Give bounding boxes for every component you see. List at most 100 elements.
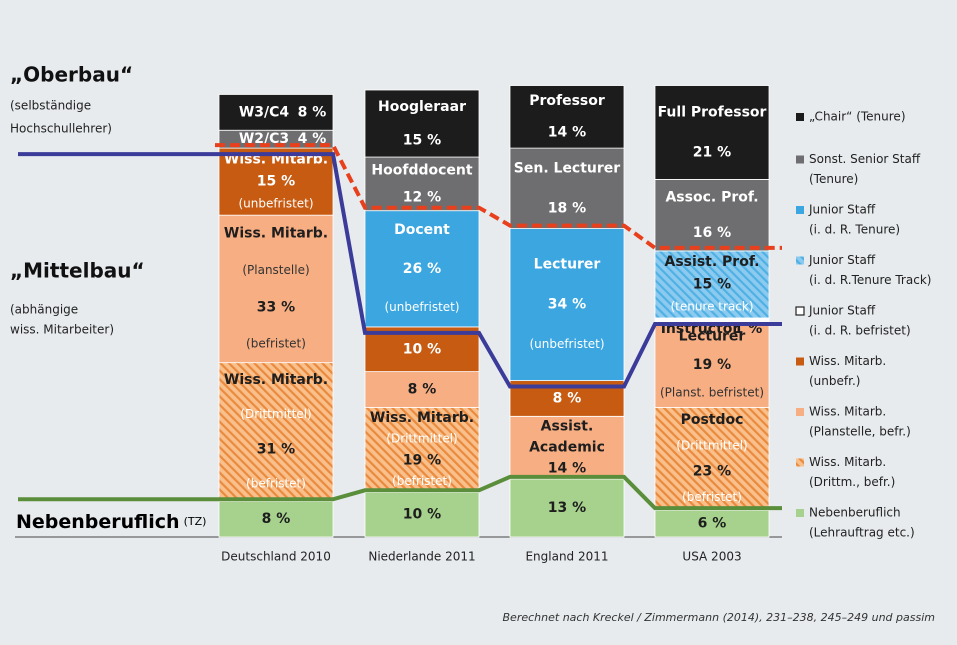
segment-text: 10 % — [403, 507, 441, 523]
segment — [364, 156, 480, 212]
segment — [364, 210, 480, 328]
legend: „Chair“ (Tenure) Sonst. Senior Staff (Tenu… — [795, 110, 931, 540]
segment — [364, 491, 480, 538]
segment-text: 18 % — [548, 200, 586, 216]
legend-text: (Planstelle, befr.) — [809, 425, 911, 439]
segment-text: 23 % — [693, 464, 731, 480]
segment-text: 8 % — [262, 511, 291, 527]
upper-note: (selbständige — [10, 99, 91, 113]
segment-text: (tenure track) — [670, 299, 753, 313]
segment-value: 8 % — [298, 104, 327, 120]
segment-text: Assist. — [541, 419, 594, 435]
segment-text: Lecturer — [534, 257, 601, 273]
segment-text: 21 % — [693, 144, 731, 160]
segment — [654, 178, 770, 252]
legend-swatch — [795, 306, 805, 316]
legend-swatch — [796, 458, 804, 467]
upper-note: Hochschullehrer) — [10, 122, 112, 136]
legend-text: Junior Staff — [808, 203, 876, 217]
segment-text: (Planst. befristet) — [660, 386, 764, 400]
segment — [218, 214, 334, 364]
segment-text: Sen. Lecturer — [514, 160, 621, 176]
segment — [218, 147, 334, 216]
legend-swatch — [796, 155, 804, 164]
legend-text: (Tenure) — [809, 172, 858, 186]
tier-line — [215, 143, 782, 250]
middle-heading: „Mittelbau“ — [10, 259, 145, 283]
segment — [509, 228, 625, 381]
legend-swatch — [796, 256, 804, 265]
segment-text: (unbefristet) — [238, 196, 313, 210]
legend-text: Wiss. Mitarb. — [809, 405, 886, 419]
tier-line — [18, 152, 782, 389]
segment-text: 15 % — [257, 174, 295, 190]
legend-text: Wiss. Mitarb. — [809, 455, 886, 469]
segment-text: Hoogleraar — [378, 99, 466, 115]
segment-text: (Drittmittel) — [240, 407, 311, 421]
segment-text: Full Professor — [658, 104, 767, 120]
legend-text: Junior Staff — [808, 253, 876, 267]
segment-text: (Planstelle) — [242, 263, 309, 277]
segment-text: Academic — [529, 440, 605, 456]
segment-text: 19 % — [693, 357, 731, 373]
lower-note: (TZ) — [184, 515, 207, 528]
segment-text: Professor — [529, 93, 605, 109]
legend-text: Wiss. Mitarb. — [809, 354, 886, 368]
source: Berechnet nach Kreckel / Zimmermann (201… — [503, 611, 935, 624]
segment-text: (befristet) — [246, 337, 306, 351]
segment-text: 12 % — [403, 189, 441, 205]
segment-text: (befristet) — [246, 476, 306, 490]
segment-text: 16 % — [693, 225, 731, 241]
segment-text: Wiss. Mitarb. — [370, 410, 474, 426]
segment — [509, 85, 625, 149]
upper-heading: „Oberbau“ — [10, 63, 133, 87]
segment — [654, 406, 770, 511]
segment-text: 15 % — [693, 276, 731, 292]
segment-text: 8 % — [408, 381, 437, 397]
category-label: USA 2003 — [682, 550, 741, 564]
segment-text: 14 % — [548, 124, 586, 140]
segment-text: 14 % — [548, 460, 586, 476]
legend-text: (i. d. R. Tenure) — [809, 223, 900, 237]
segment-text: 31 % — [257, 441, 295, 457]
segment — [509, 147, 625, 229]
segment-text: (Drittmittel) — [386, 432, 457, 446]
segment-text: 8 % — [553, 390, 582, 406]
segment-text: 19 % — [403, 452, 441, 468]
segment — [654, 322, 770, 408]
legend-swatch — [796, 509, 804, 517]
legend-swatch — [796, 408, 804, 416]
segment-text: Assist. Prof. — [665, 254, 760, 270]
category-label: Niederlande 2011 — [368, 550, 475, 564]
segment-text: (befristet) — [682, 490, 742, 504]
legend-text: (Lehrauftrag etc.) — [809, 526, 915, 540]
segment — [509, 415, 625, 480]
legend-swatch — [796, 113, 804, 121]
legend-text: (unbefr.) — [809, 374, 860, 388]
legend-text: „Chair“ (Tenure) — [809, 110, 906, 124]
segment — [654, 85, 770, 180]
tier-line — [18, 474, 782, 511]
legend-text: (i. d. R.Tenure Track) — [809, 273, 931, 287]
segment-text: (unbefristet) — [529, 337, 604, 351]
segment-text: 33 % — [257, 299, 295, 315]
segment-text: (unbefristet) — [384, 300, 459, 314]
bars: Deutschland 2010 8 % Wiss. Mitarb. (Drittmi… — [15, 85, 782, 564]
segment-text: Assoc. Prof. — [665, 189, 758, 205]
category-label: Deutschland 2010 — [221, 550, 331, 564]
segment-text: 15 % — [403, 132, 441, 148]
segment-text: 13 % — [548, 500, 586, 516]
segment — [218, 94, 334, 131]
legend-text: Junior Staff — [808, 304, 876, 318]
legend-text: Nebenberuflich — [809, 506, 901, 520]
segment-text: 10 % — [403, 341, 441, 357]
legend-text: (Drittm., befr.) — [809, 475, 895, 489]
lower-heading: Nebenberuflich (TZ) — [16, 511, 206, 533]
segment-text: Docent — [394, 222, 450, 238]
segment-text: 34 % — [548, 297, 586, 313]
segment-text: 6 % — [698, 516, 727, 532]
segment — [654, 250, 770, 319]
middle-note: wiss. Mitarbeiter) — [10, 323, 114, 337]
segment-text: (Drittmittel) — [676, 438, 747, 452]
middle-note: (abhängige — [10, 303, 78, 317]
